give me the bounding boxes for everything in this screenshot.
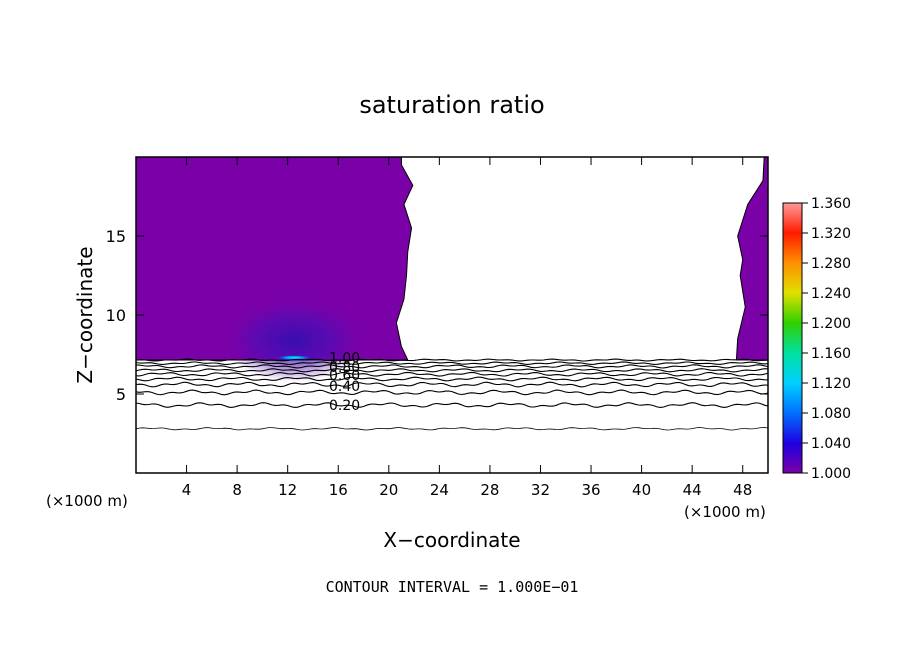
colorbar-tick-label: 1.200: [811, 316, 851, 332]
colorbar-tick-label: 1.240: [811, 286, 851, 302]
x-tick-label: 24: [430, 481, 449, 499]
colorbar-tick-label: 1.360: [811, 196, 851, 212]
colorbar: 1.000 1.040 1.080 1.120 1.160 1.200 1.240 1.280…: [782, 196, 851, 482]
z-tick-label: 10: [106, 306, 126, 325]
x-tick-label: 4: [182, 481, 192, 499]
colorbar-tick-label: 1.120: [811, 376, 851, 392]
x-tick-label: 32: [531, 481, 550, 499]
x-tick-label: 8: [232, 481, 242, 499]
contour-interval-note: CONTOUR INTERVAL = 1.000E−01: [326, 578, 579, 596]
x-tick-label: 12: [278, 481, 297, 499]
x-tick-label: 44: [683, 481, 702, 499]
colorbar-fill: [782, 202, 803, 474]
contour-line: [136, 368, 768, 373]
contour-line: [136, 376, 768, 382]
colorbar-tick-label: 1.040: [811, 436, 851, 452]
contour-line: [136, 402, 768, 408]
x-tick-label: 28: [480, 481, 499, 499]
contour-line: [136, 371, 768, 377]
x-tick-label: 36: [581, 481, 600, 499]
x-unit-label-left: (×1000 m): [46, 492, 128, 510]
supersaturated-region-right: [735, 157, 768, 361]
peak-core: [276, 355, 312, 361]
x-tick-label: 16: [329, 481, 348, 499]
contour-label: 0.40: [329, 379, 360, 395]
x-axis-label: X−coordinate: [383, 528, 520, 552]
contour-label: 0.60: [329, 368, 360, 384]
x-unit-label-right: (×1000 m): [684, 503, 766, 521]
colorbar-tick-label: 1.160: [811, 346, 851, 362]
x-tick-label: 40: [632, 481, 651, 499]
colorbar-tick-label: 1.280: [811, 256, 851, 272]
contour-line: [136, 389, 768, 396]
z-tick-label: 15: [106, 227, 126, 246]
colorbar-tick-label: 1.080: [811, 406, 851, 422]
contour-label: 1.00: [329, 351, 360, 367]
colorbar-tick-label: 1.000: [811, 466, 851, 482]
x-tick-label: 20: [379, 481, 398, 499]
supersaturated-region-left: [136, 157, 414, 361]
contour-line: [136, 427, 768, 431]
contour-label: 0.80: [329, 360, 360, 376]
contour-line: [136, 364, 768, 369]
chart-title: saturation ratio: [359, 91, 544, 119]
x-tick-label: 48: [733, 481, 752, 499]
z-tick-label: 5: [116, 385, 126, 404]
contour-line: [136, 381, 768, 388]
contour-label: 0.20: [329, 398, 360, 414]
contour-line: [136, 361, 768, 365]
z-axis-label: Z−coordinate: [73, 246, 97, 383]
plot-area: [136, 157, 768, 431]
colorbar-tick-label: 1.320: [811, 226, 851, 242]
contour-line: [136, 358, 768, 362]
